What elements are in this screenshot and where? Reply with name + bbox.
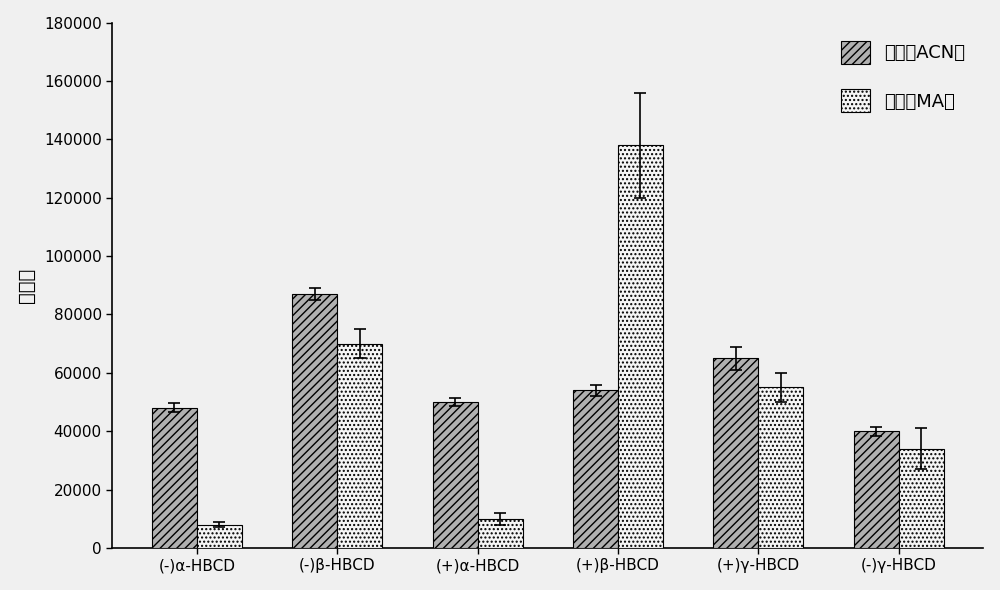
Bar bbox=[152, 408, 197, 548]
Bar bbox=[197, 525, 242, 548]
Bar bbox=[854, 431, 899, 548]
Bar bbox=[899, 449, 944, 548]
Y-axis label: 峰面积: 峰面积 bbox=[17, 268, 36, 303]
Bar bbox=[758, 388, 803, 548]
Bar bbox=[433, 402, 478, 548]
Bar bbox=[292, 294, 337, 548]
Legend: 乙腈（ACN）, 甲醇（MA）: 乙腈（ACN）, 甲醇（MA） bbox=[832, 32, 974, 122]
Bar bbox=[573, 391, 618, 548]
Bar bbox=[478, 519, 523, 548]
Bar bbox=[713, 358, 758, 548]
Bar bbox=[618, 145, 663, 548]
Bar bbox=[337, 343, 382, 548]
